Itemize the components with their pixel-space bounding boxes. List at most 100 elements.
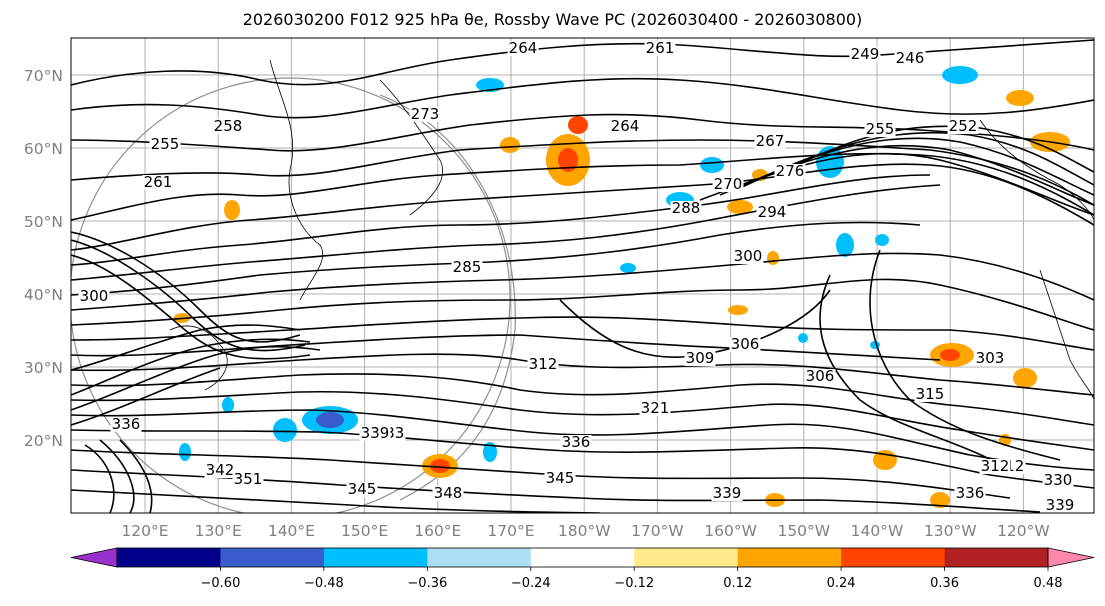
contour-label: 339	[1046, 496, 1075, 514]
contour-label: 264	[611, 117, 640, 135]
contour-label-bg	[232, 472, 264, 487]
lon-label: 130°W	[924, 522, 977, 540]
contour-label-bg	[644, 41, 676, 56]
contour-label: 294	[758, 203, 787, 221]
contour-label-bg	[560, 435, 592, 450]
contour-label-bg	[149, 137, 181, 152]
contour-label: 261	[646, 39, 675, 57]
contour-label-bg	[639, 401, 671, 416]
colorbar-segment	[117, 548, 221, 567]
contour-label-bg	[1042, 473, 1074, 488]
contour-label: 252	[949, 117, 978, 135]
contour-label: 267	[756, 132, 785, 150]
contour-label-bg	[756, 205, 788, 220]
contour-label-bg	[712, 177, 744, 192]
map-content: 264 261 246 255 252 249 273 258 255 261 264 267 270 2…	[71, 38, 1094, 514]
lat-label: 70°N	[24, 67, 63, 85]
contour-label: 342	[206, 461, 235, 479]
lon-label: 150°W	[777, 522, 830, 540]
contour-label-bg	[432, 486, 464, 501]
contour-label: 330	[1044, 471, 1073, 489]
lon-label: 140°E	[268, 522, 315, 540]
contour-label-bg	[804, 369, 836, 384]
contour-label-bg	[947, 119, 979, 134]
lon-label: 150°E	[341, 522, 388, 540]
lon-label: 170°E	[487, 522, 534, 540]
lat-label: 50°N	[24, 213, 63, 231]
colorbar-tick-label: 0.12	[723, 576, 752, 591]
contour-label-bg	[864, 122, 896, 137]
contour-label: 309	[686, 349, 715, 367]
contour-label: 336	[562, 433, 591, 451]
colorbar-tick-label: −0.24	[511, 576, 551, 591]
contour-label-bg	[609, 119, 641, 134]
contour-label: 339	[361, 424, 390, 442]
colorbar-max-extension	[1047, 547, 1095, 568]
anomaly-shading	[174, 66, 1070, 508]
lat-label: 20°N	[24, 432, 63, 450]
contour-label: 255	[866, 120, 895, 138]
lat-label: 60°N	[24, 140, 63, 158]
colorbar-segment	[634, 548, 739, 567]
contour-label: 336	[956, 484, 985, 502]
colorbar-min-extension	[70, 547, 118, 568]
colorbar-segment	[220, 548, 325, 567]
colorbar-tick-label: −0.60	[201, 576, 241, 591]
contour-label: 285	[453, 258, 482, 276]
contour-label: 345	[546, 469, 575, 487]
contour-label-bg	[346, 482, 378, 497]
contour-label: 273	[411, 105, 440, 123]
contour-label-bg	[409, 107, 441, 122]
contour-label: 261	[144, 173, 173, 191]
colorbar-segment	[737, 548, 842, 567]
contour-label: 258	[214, 117, 243, 135]
contour-label-bg	[212, 119, 244, 134]
lon-label: 180°W	[558, 522, 611, 540]
lon-label: 120°W	[997, 522, 1050, 540]
latitude-labels: 70°N 60°N 50°N 40°N 30°N 20°N	[24, 67, 63, 450]
contour-label: 321	[641, 399, 670, 417]
contour-label: 336	[112, 415, 141, 433]
contour-label: 348	[434, 484, 463, 502]
contour-label: 300	[734, 247, 763, 265]
lon-label: 170°W	[631, 522, 684, 540]
colorbar-segment	[944, 548, 1049, 567]
colorbar-tick-label: 0.36	[930, 576, 959, 591]
colorbar-tick-label: −0.48	[304, 576, 344, 591]
contour-label: 300	[80, 287, 109, 305]
lat-label: 30°N	[24, 359, 63, 377]
contour-label-bg	[142, 175, 174, 190]
radius-circle	[71, 77, 511, 513]
contour-label-bg	[711, 486, 743, 501]
colorbar-segment	[530, 548, 635, 567]
colorbar-segment	[427, 548, 532, 567]
contour-label-bg	[451, 260, 483, 275]
contour-label-bg	[974, 351, 1006, 366]
contour-label-bg	[204, 463, 236, 478]
contour-label-bg	[78, 289, 110, 304]
map-title: 2026030200 F012 925 hPa θe, Rossby Wave …	[242, 10, 863, 29]
contour-label: 288	[672, 199, 701, 217]
contour-label-bg	[670, 201, 702, 216]
contour-label-bg	[729, 337, 761, 352]
contour-label: 270	[714, 175, 743, 193]
contour-label: 276	[776, 162, 805, 180]
contour-label: 303	[976, 349, 1005, 367]
contour-label-bg	[544, 471, 576, 486]
lon-label: 120°E	[121, 522, 168, 540]
contour-label: 351	[234, 470, 263, 488]
contour-label-bg	[774, 164, 806, 179]
contour-label: 255	[151, 135, 180, 153]
contour-label: 249	[851, 45, 880, 63]
map-frame	[70, 37, 1095, 514]
colorbar-segment	[841, 548, 946, 567]
contour-label-bg	[754, 134, 786, 149]
contour-label: 315	[916, 385, 945, 403]
longitude-labels: 120°E 130°E 140°E 150°E 160°E 170°E 180°W 170°W…	[121, 522, 1049, 540]
colorbar-segment	[323, 548, 428, 567]
contour-label-bg	[732, 249, 764, 264]
contour-label: 264	[509, 39, 538, 57]
contour-label-bg	[359, 426, 391, 441]
lon-label: 160°W	[704, 522, 757, 540]
